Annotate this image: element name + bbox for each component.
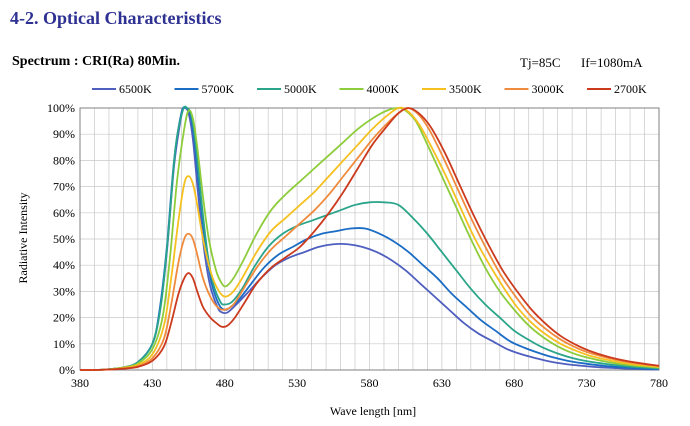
legend-label-5000K: 5000K [284,82,317,96]
spectrum-label: Spectrum : CRI(Ra) 80Min. [12,54,180,69]
y-tick-label: 0% [59,363,75,377]
legend-label-3000K: 3000K [532,82,565,96]
y-axis-label: Radiative Intensity [16,193,30,284]
series-lines [79,105,660,371]
x-tick-label: 730 [578,376,596,390]
y-tick-label: 80% [53,153,75,167]
x-tick-label: 580 [361,376,379,390]
x-tick-label: 780 [650,376,668,390]
x-tick-label: 480 [216,376,234,390]
y-tick-label: 10% [53,337,75,351]
y-tick-label: 90% [53,127,75,141]
x-tick-label: 680 [505,376,523,390]
forward-current-label: If=1080mA [581,55,643,70]
legend-label-3500K: 3500K [449,82,482,96]
y-tick-label: 70% [53,180,75,194]
y-tick-label: 20% [53,311,75,325]
plot-frame [79,107,660,371]
x-tick-label: 630 [433,376,451,390]
y-tick-label: 50% [53,232,75,246]
series-line-2700K [79,107,660,371]
axes: 0% 10% 20% 30% 40% 50% 60% 70% 80% 90% 100% 380 430 4… [47,101,668,390]
y-tick-label: 100% [47,101,75,115]
legend-label-4000K: 4000K [367,82,400,96]
junction-temperature-label: Tj=85C [520,55,561,70]
legend-label-6500K: 6500K [119,82,152,96]
y-tick-label: 60% [53,206,75,220]
series-line-3000K [79,107,660,371]
legend-label-2700K: 2700K [614,82,647,96]
x-axis-label: Wave length [nm] [330,404,416,418]
x-tick-label: 430 [143,376,161,390]
legend-label-5700K: 5700K [202,82,235,96]
x-tick-label: 530 [288,376,306,390]
section-title: 4-2. Optical Characteristics [10,8,222,28]
series-line-3500K [79,106,660,371]
legend: 6500K 5700K 5000K 4000K 3500K 3000K 2700K [92,82,647,96]
x-tick-label: 380 [71,376,89,390]
series-line-4000K [79,107,660,371]
y-tick-label: 40% [53,258,75,272]
y-tick-label: 30% [53,284,75,298]
